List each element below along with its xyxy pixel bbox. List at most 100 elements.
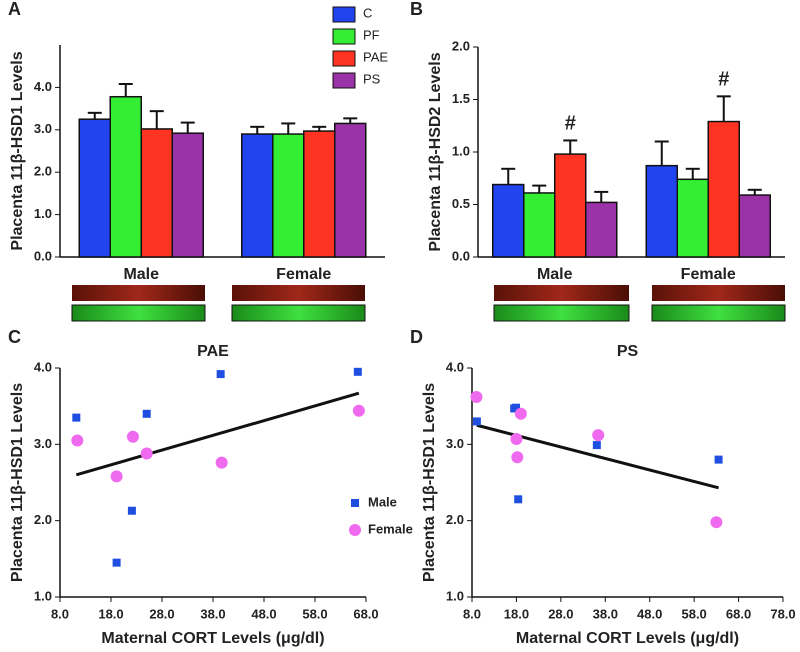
y-tick-label: 1.5 <box>452 91 470 106</box>
point <box>353 367 362 376</box>
bar <box>78 118 111 258</box>
point <box>511 403 520 412</box>
point <box>472 417 481 426</box>
bar <box>523 192 556 258</box>
bar <box>554 153 587 258</box>
blot <box>71 304 206 322</box>
category-label: Female <box>276 266 331 283</box>
point <box>140 447 153 460</box>
x-tick-label: 48.0 <box>637 606 662 621</box>
legend-swatch <box>332 72 356 89</box>
bar <box>676 178 709 258</box>
x-tick-label: 68.0 <box>353 606 378 621</box>
y-tick-label: 2.0 <box>452 38 470 53</box>
bar <box>241 133 274 258</box>
point <box>352 404 365 417</box>
x-tick-label: 8.0 <box>51 606 69 621</box>
y-tick-label: 4.0 <box>446 359 464 374</box>
y-tick-label: 1.0 <box>34 588 52 603</box>
y-tick-label: 3.0 <box>446 436 464 451</box>
point <box>112 558 121 567</box>
point <box>127 506 136 515</box>
fit-line <box>75 391 360 477</box>
annotation: # <box>718 69 729 91</box>
bar <box>645 164 678 258</box>
legend-swatch <box>332 50 356 67</box>
legend-label: Male <box>368 494 397 509</box>
point <box>110 470 123 483</box>
point <box>142 409 151 418</box>
legend-label: Female <box>368 521 413 536</box>
y-tick-label: 0.0 <box>452 248 470 263</box>
x-axis-label: Maternal CORT Levels (μg/dl) <box>101 630 324 647</box>
bar <box>585 201 618 258</box>
y-tick-label: 2.0 <box>34 164 52 179</box>
blot <box>652 285 785 301</box>
point <box>215 456 228 469</box>
legend-marker <box>349 524 361 536</box>
y-tick-label: 4.0 <box>34 359 52 374</box>
x-tick-label: 38.0 <box>593 606 618 621</box>
chart-title: PAE <box>197 343 229 360</box>
x-tick-label: 48.0 <box>251 606 276 621</box>
y-tick-label: 3.0 <box>34 436 52 451</box>
legend-marker <box>351 499 359 507</box>
legend-swatch <box>332 6 356 23</box>
category-label: Female <box>681 266 736 283</box>
bar <box>303 130 336 258</box>
x-tick-label: 28.0 <box>149 606 174 621</box>
y-axis-label: Placenta 11β-HSD2 Levels <box>427 52 444 251</box>
x-axis-label: Maternal CORT Levels (μg/dl) <box>516 630 739 647</box>
bar <box>492 183 525 258</box>
y-tick-label: 0.0 <box>34 248 52 263</box>
legend-label: C <box>363 5 372 20</box>
bar <box>334 122 367 258</box>
panel-label: A <box>8 0 21 19</box>
point <box>470 391 483 404</box>
chart-title: PS <box>617 343 639 360</box>
x-tick-label: 28.0 <box>548 606 573 621</box>
bar <box>707 120 740 258</box>
x-tick-label: 58.0 <box>302 606 327 621</box>
y-axis-label: Placenta 11β-HSD1 Levels <box>9 383 26 582</box>
point <box>514 407 527 420</box>
point <box>126 430 139 443</box>
x-tick-label: 8.0 <box>463 606 481 621</box>
legend-label: PF <box>363 27 380 42</box>
category-label: Male <box>123 266 159 283</box>
point <box>592 429 605 442</box>
blot <box>231 304 366 322</box>
x-tick-label: 78.0 <box>770 606 795 621</box>
y-tick-label: 3.0 <box>34 121 52 136</box>
legend-label: PS <box>363 71 381 86</box>
point <box>514 495 523 504</box>
panel-label: D <box>410 327 423 347</box>
y-tick-label: 0.5 <box>452 196 470 211</box>
point <box>592 441 601 450</box>
point <box>510 432 523 445</box>
bar <box>171 132 204 258</box>
legend-swatch <box>332 28 356 45</box>
blot <box>72 285 205 301</box>
y-tick-label: 1.0 <box>34 206 52 221</box>
category-label: Male <box>537 266 573 283</box>
blot <box>651 304 786 322</box>
x-tick-label: 58.0 <box>681 606 706 621</box>
x-tick-label: 38.0 <box>200 606 225 621</box>
point <box>714 455 723 464</box>
y-tick-label: 2.0 <box>446 512 464 527</box>
y-tick-label: 1.0 <box>446 588 464 603</box>
bar <box>272 133 305 258</box>
x-tick-label: 18.0 <box>98 606 123 621</box>
bar <box>738 194 771 258</box>
blot <box>493 304 630 322</box>
point <box>72 413 81 422</box>
y-tick-label: 2.0 <box>34 512 52 527</box>
panel-label: C <box>8 327 21 347</box>
point <box>511 451 524 464</box>
point <box>216 370 225 379</box>
y-tick-label: 4.0 <box>34 79 52 94</box>
bar <box>109 95 142 258</box>
x-tick-label: 68.0 <box>726 606 751 621</box>
